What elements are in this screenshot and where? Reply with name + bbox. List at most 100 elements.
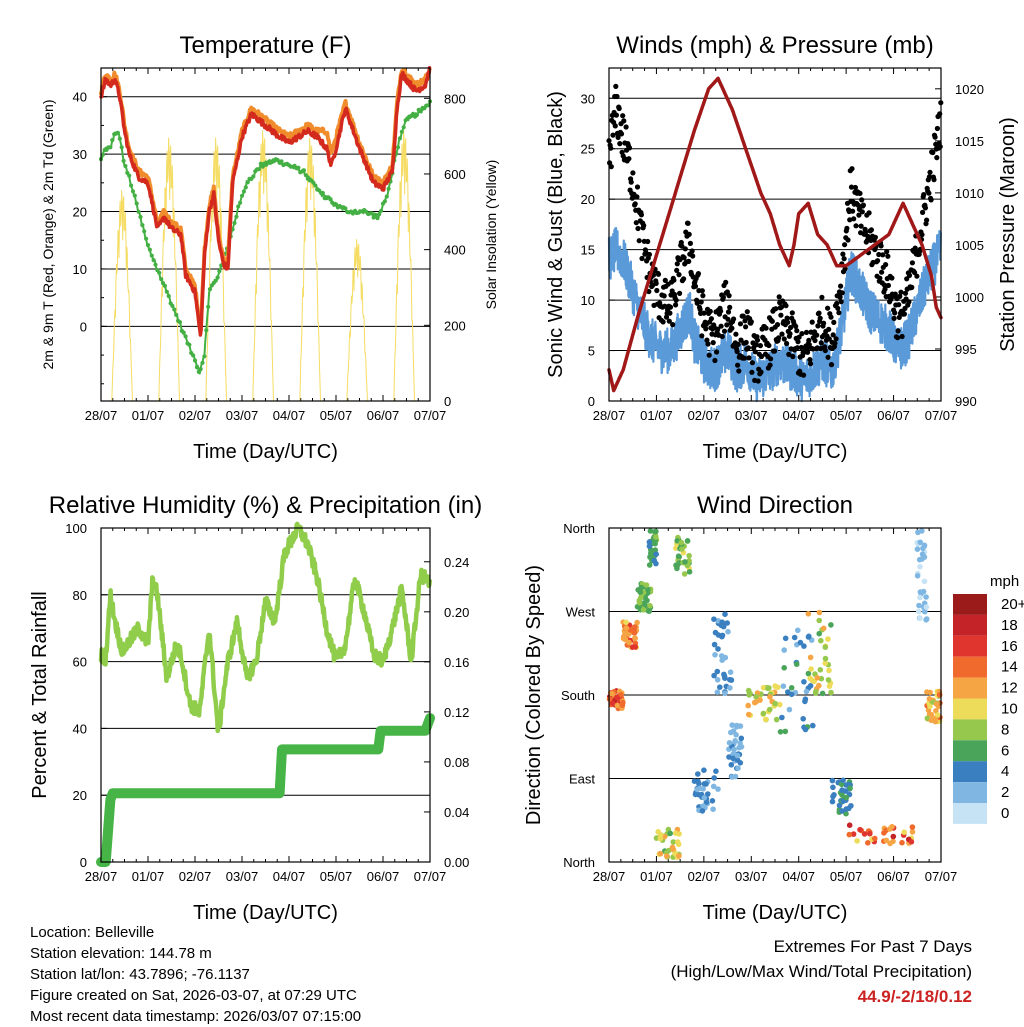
wind-direction-point	[915, 529, 921, 536]
gust-point	[735, 362, 741, 368]
y2-tick-label: 1005	[955, 238, 984, 253]
wind-direction-point	[681, 571, 688, 577]
gust-point	[872, 234, 879, 240]
gust-point	[783, 303, 789, 309]
gust-point	[835, 305, 841, 311]
gust-point	[758, 369, 764, 375]
dewpoint-point	[166, 293, 171, 299]
dewpoint-point	[115, 130, 120, 135]
dewpoint-point	[100, 152, 105, 157]
gust-point	[855, 202, 861, 208]
x-tick-label: 02/07	[688, 408, 721, 423]
y2-tick-label: 600	[444, 167, 466, 182]
gust-point	[697, 306, 703, 312]
dewpoint-point	[123, 163, 128, 169]
wind-direction-point	[848, 803, 854, 809]
gust-point	[666, 318, 672, 324]
dewpoint-point	[144, 236, 149, 241]
wind-direction-point	[653, 534, 659, 540]
chart-title: Winds (mph) & Pressure (mb)	[616, 32, 933, 59]
wind-direction-point	[722, 611, 728, 617]
wind-direction-point	[663, 853, 670, 859]
wind-direction-point	[807, 683, 814, 689]
dewpoint-point	[130, 189, 136, 194]
wind-direction-point	[865, 840, 871, 846]
created-text: Figure created on Sat, 2026-03-07, at 07…	[30, 987, 357, 1004]
wind-direction-point	[816, 617, 822, 624]
wind-direction-point	[647, 602, 653, 609]
gust-point	[934, 155, 940, 161]
gust-point	[830, 332, 836, 338]
gust-point	[743, 339, 749, 346]
legend-label: 20+	[1001, 596, 1024, 613]
gust-point	[623, 124, 629, 130]
wind-direction-point	[674, 563, 680, 569]
gust-point	[926, 174, 933, 180]
legend-swatch	[953, 677, 987, 699]
wind-direction-point	[813, 688, 819, 695]
x-tick-label: 01/07	[640, 408, 673, 423]
gust-point	[866, 210, 872, 216]
wind-direction-point	[805, 634, 812, 640]
dewpoint-point	[132, 193, 137, 198]
wind-direction-point	[620, 699, 626, 706]
gust-point	[671, 277, 677, 283]
wind-direction-point	[819, 690, 826, 697]
wind-direction-point	[817, 667, 824, 673]
wind-direction-point	[828, 689, 834, 696]
gust-point	[778, 304, 785, 310]
wind-direction-point	[791, 634, 798, 641]
y2-tick-label: 200	[444, 318, 466, 333]
dewpoint-point	[198, 367, 203, 372]
y-tick-label: 25	[581, 142, 595, 157]
gust-point	[899, 333, 905, 340]
gust-point	[919, 232, 925, 238]
dewpoint-point	[191, 353, 196, 358]
gust-point	[626, 145, 633, 151]
gust-point	[699, 333, 705, 339]
wind-direction-point	[651, 557, 657, 564]
dewpoint-point	[375, 216, 380, 221]
wind-direction-point	[666, 847, 672, 854]
gust-point	[687, 240, 694, 246]
y2-axis-label: Solar Insolation (Yellow)	[483, 160, 499, 310]
gust-point	[744, 309, 750, 315]
x-tick-label: 04/07	[782, 869, 815, 884]
y2-tick-label: 800	[444, 91, 466, 106]
gust-point	[883, 262, 889, 268]
gust-point	[686, 258, 692, 264]
wind-direction-point	[914, 546, 921, 552]
gust-point	[885, 282, 892, 289]
wind-direction-point	[805, 611, 812, 617]
gust-point	[628, 179, 634, 185]
wind-direction-point	[767, 706, 773, 713]
gust-point	[795, 339, 801, 345]
dewpoint-point	[138, 214, 143, 220]
gust-point	[884, 249, 890, 255]
wind-direction-point	[842, 788, 849, 794]
wind-direction-point	[710, 783, 717, 790]
wind-direction-point	[670, 839, 677, 845]
gust-point	[674, 267, 680, 273]
wind-direction-point	[915, 608, 922, 615]
gust-point	[845, 237, 851, 243]
gust-point	[662, 303, 668, 309]
wind-direction-point	[777, 729, 784, 735]
gust-point	[896, 302, 902, 308]
y-axis-label: Direction (Colored By Speed)	[523, 565, 545, 825]
wind-direction-point	[701, 795, 708, 801]
wind-direction-point	[626, 639, 632, 646]
y2-axis-label: Station Pressure (Maroon)	[997, 117, 1019, 352]
gust-point	[857, 190, 863, 196]
dewpoint-point	[426, 103, 431, 108]
gust-point	[838, 299, 844, 305]
gust-point	[608, 164, 614, 170]
gust-point	[676, 272, 682, 278]
wind-direction-point	[710, 806, 716, 812]
chart-title: Wind Direction	[697, 492, 853, 519]
wind-direction-point	[643, 582, 650, 588]
gust-point	[877, 275, 883, 281]
wind-direction-point	[682, 559, 688, 565]
gust-point	[706, 352, 712, 358]
y-tick-label: West	[566, 605, 596, 620]
